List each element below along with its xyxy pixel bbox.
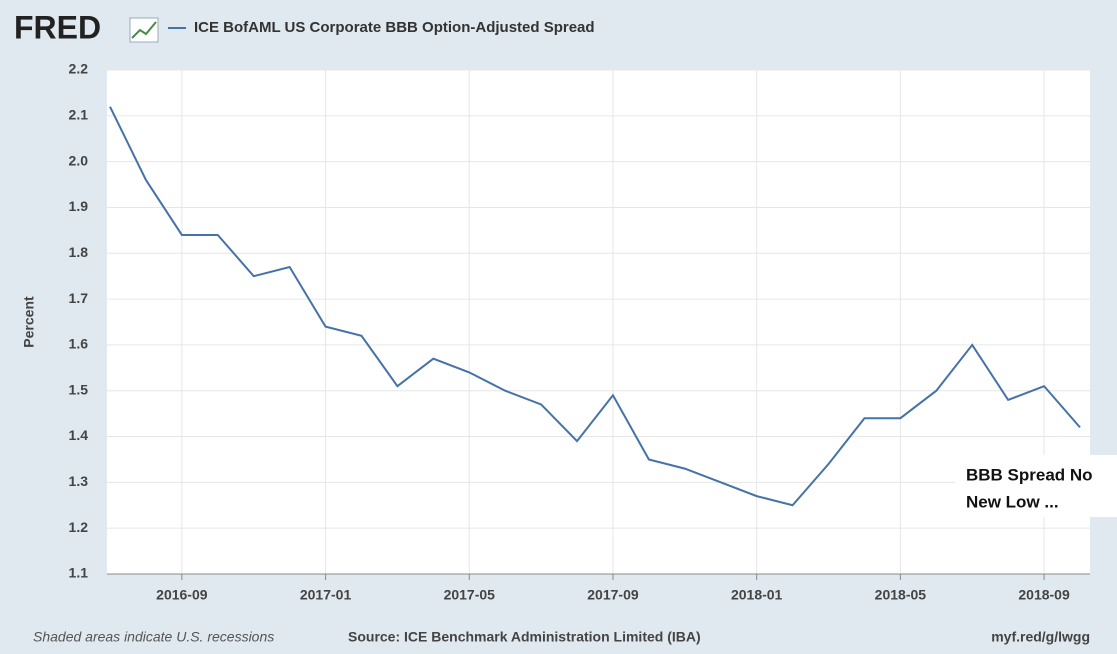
footnote: Shaded areas indicate U.S. recessions bbox=[33, 629, 274, 645]
source: Source: ICE Benchmark Administration Lim… bbox=[348, 629, 701, 645]
x-tick-label: 2018-05 bbox=[875, 587, 927, 603]
y-tick-label: 1.4 bbox=[69, 427, 89, 443]
y-tick-label: 1.2 bbox=[69, 519, 89, 535]
url: myf.red/g/lwgg bbox=[991, 629, 1090, 645]
legend-label: ICE BofAML US Corporate BBB Option-Adjus… bbox=[194, 19, 595, 36]
series-line bbox=[109, 106, 1081, 507]
y-tick-label: 1.5 bbox=[69, 381, 89, 397]
icon-box bbox=[129, 17, 159, 43]
y-tick-label: 1.1 bbox=[69, 565, 89, 581]
x-tick-label: 2017-05 bbox=[444, 587, 496, 603]
annotation: BBB Spread No bbox=[966, 465, 1093, 484]
y-tick-label: 1.3 bbox=[69, 473, 89, 489]
x-tick-label: 2016-09 bbox=[156, 587, 208, 603]
y-tick-label: 2.2 bbox=[69, 61, 89, 77]
y-tick-label: 1.7 bbox=[69, 290, 89, 306]
plot-area bbox=[107, 70, 1090, 574]
y-tick-label: 1.6 bbox=[69, 336, 89, 352]
x-tick-label: 2018-09 bbox=[1018, 587, 1070, 603]
y-tick-label: 2.1 bbox=[69, 107, 89, 123]
annotation: New Low ... bbox=[966, 492, 1059, 511]
icon-line bbox=[131, 21, 157, 39]
x-tick-label: 2017-01 bbox=[300, 587, 352, 603]
y-tick-label: 2.0 bbox=[69, 152, 89, 168]
y-axis-label: Percent bbox=[21, 296, 37, 348]
x-tick-label: 2018-01 bbox=[731, 587, 783, 603]
logo-icon bbox=[129, 17, 159, 43]
x-tick-label: 2017-09 bbox=[587, 587, 639, 603]
annotation-box bbox=[955, 455, 1117, 517]
y-tick-label: 1.9 bbox=[69, 198, 89, 214]
logo: FRED bbox=[14, 9, 101, 45]
y-tick-label: 1.8 bbox=[69, 244, 89, 260]
